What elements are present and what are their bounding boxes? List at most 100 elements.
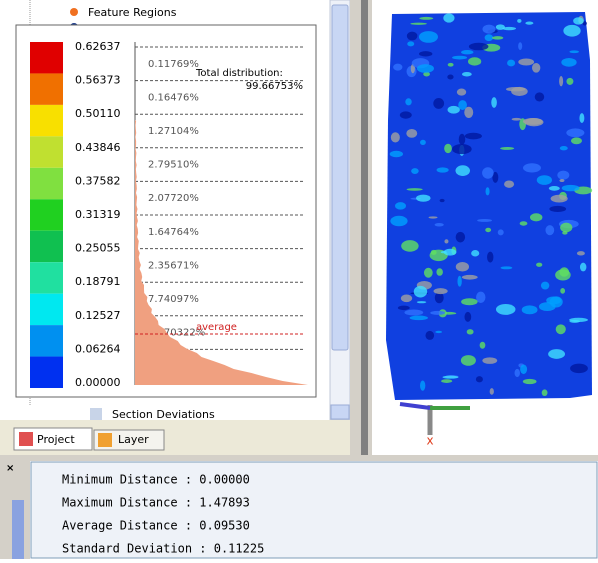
- color-band: [30, 73, 63, 104]
- color-band: [30, 357, 63, 388]
- mesh-spot: [435, 223, 444, 227]
- percentage-label: 2.35671%: [148, 260, 199, 271]
- mesh-spot: [559, 179, 564, 182]
- page: {"tree": {"items": ["Feature Regions", "…: [0, 0, 598, 559]
- mesh-spot: [518, 59, 534, 66]
- tree-item[interactable]: Section Deviations: [112, 408, 215, 421]
- mesh-spot: [467, 329, 474, 334]
- mesh-spot: [417, 301, 427, 303]
- mesh-spot: [455, 165, 470, 176]
- splitter-edge: [361, 0, 368, 455]
- level-label: 0.43846: [75, 141, 121, 154]
- mesh-spot: [425, 331, 434, 340]
- mesh-spot: [485, 228, 491, 232]
- mesh-spot: [551, 195, 568, 203]
- total-label: Total distribution:: [195, 68, 283, 79]
- color-band: [30, 42, 63, 73]
- mesh-spot: [566, 78, 573, 85]
- mesh-spot: [536, 263, 542, 267]
- mesh-spot: [444, 239, 448, 243]
- mesh-spot: [496, 304, 515, 315]
- mesh-spot: [420, 140, 426, 145]
- mesh-spot: [571, 137, 582, 144]
- mesh-spot: [560, 223, 572, 233]
- mesh-spot: [461, 355, 476, 366]
- percentage-label: 7.74097%: [148, 294, 199, 305]
- tab-icon: [19, 432, 33, 446]
- mesh-spot: [395, 202, 406, 209]
- color-band: [30, 325, 63, 356]
- color-band: [30, 105, 63, 136]
- mesh-spot: [504, 180, 514, 187]
- mesh-spot: [523, 118, 543, 125]
- color-band: [30, 136, 63, 167]
- mesh-spot: [457, 276, 461, 287]
- scroll-thumb[interactable]: [332, 5, 348, 350]
- tab-label[interactable]: Layer: [118, 433, 149, 446]
- mesh-spot: [400, 111, 412, 118]
- percentage-label: 2.79510%: [148, 160, 199, 171]
- mesh-spot: [410, 316, 428, 321]
- mesh-spot: [464, 107, 473, 118]
- tree-icon: [90, 408, 102, 420]
- mesh-spot: [407, 188, 423, 191]
- mesh-spot: [461, 298, 478, 305]
- color-band: [30, 199, 63, 230]
- scroll-down[interactable]: [331, 405, 349, 419]
- mesh-spot: [560, 288, 565, 294]
- tree-item[interactable]: Feature Regions: [88, 6, 177, 19]
- mesh-spot: [512, 118, 522, 121]
- mesh-spot: [416, 195, 430, 202]
- stat-line: Maximum Distance : 1.47893: [62, 496, 250, 510]
- mesh-spot: [457, 89, 466, 96]
- mesh-spot: [523, 163, 541, 172]
- mesh-spot: [398, 306, 410, 310]
- mesh-spot: [557, 171, 569, 180]
- mesh-model: [386, 12, 592, 400]
- percentage-label: 0.16476%: [148, 92, 199, 103]
- mesh-spot: [555, 269, 571, 280]
- mesh-spot: [490, 388, 494, 395]
- color-band: [30, 231, 63, 262]
- mesh-spot: [435, 331, 442, 333]
- mesh-spot: [437, 167, 449, 172]
- mesh-spot: [462, 72, 472, 77]
- mesh-spot: [417, 64, 434, 73]
- body: Feature Regions Section Deviations 0.626…: [0, 0, 598, 559]
- mesh-spot: [411, 168, 419, 174]
- mesh-spot: [515, 369, 520, 377]
- mesh-spot: [482, 357, 497, 364]
- mesh-spot: [580, 263, 586, 272]
- mesh-spot: [500, 147, 514, 150]
- divider: [0, 455, 598, 461]
- mesh-spot: [419, 51, 432, 56]
- mesh-spot: [507, 60, 515, 67]
- mesh-spot: [476, 376, 483, 382]
- mesh-spot: [468, 57, 481, 65]
- dock-tab[interactable]: [12, 500, 24, 559]
- mesh-spot: [569, 50, 579, 53]
- mesh-spot: [570, 364, 588, 373]
- mesh-spot: [448, 63, 454, 67]
- tab-label[interactable]: Project: [37, 433, 75, 446]
- mesh-spot: [430, 311, 445, 315]
- mesh-spot: [525, 21, 533, 24]
- level-label: 0.56373: [75, 74, 121, 87]
- mesh-spot: [464, 312, 471, 322]
- mesh-spot: [419, 31, 438, 43]
- mesh-spot: [461, 50, 473, 54]
- mesh-spot: [419, 17, 433, 20]
- mesh-spot: [485, 34, 493, 41]
- level-label: 0.37582: [75, 174, 121, 187]
- mesh-spot: [429, 216, 438, 218]
- mesh-spot: [401, 295, 412, 303]
- mesh-spot: [548, 349, 565, 359]
- stat-line: Average Distance : 0.09530: [62, 519, 250, 533]
- mesh-spot: [469, 43, 489, 51]
- mesh-spot: [401, 240, 418, 252]
- mesh-spot: [440, 199, 445, 202]
- close-button[interactable]: ×: [6, 463, 14, 474]
- axis-x: x: [426, 434, 433, 448]
- mesh-spot: [491, 97, 497, 108]
- mesh-spot: [391, 132, 400, 142]
